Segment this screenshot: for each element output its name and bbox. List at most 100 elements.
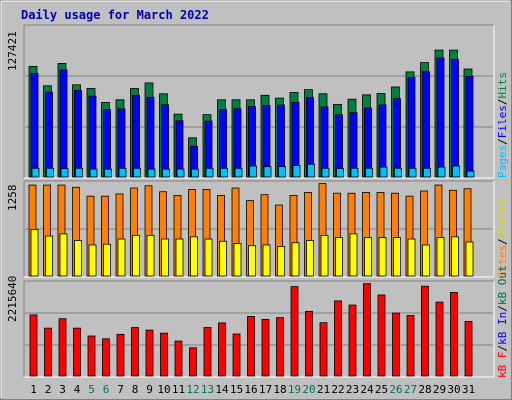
day-label: 8: [132, 383, 139, 396]
kb-bar: [87, 335, 96, 377]
kb-bar: [203, 327, 212, 377]
kb-bar: [348, 304, 357, 377]
visits-bar: [59, 233, 68, 277]
day-label: 26: [389, 383, 402, 396]
files-bar: [335, 114, 343, 178]
pages-bar: [249, 165, 257, 178]
pages-bar: [162, 168, 170, 178]
files-bar: [132, 94, 140, 178]
visits-bar: [407, 238, 416, 277]
files-bar: [378, 104, 387, 178]
pages-bar: [75, 167, 83, 178]
legend-sites: Sites: [496, 245, 509, 278]
files-bar: [277, 104, 285, 178]
visits-bar: [146, 234, 155, 277]
day-label: 10: [157, 383, 170, 396]
files-bar: [103, 109, 111, 178]
pages-bar: [394, 167, 402, 178]
pages-bar: [118, 167, 127, 178]
pages-bar: [321, 167, 330, 178]
files-bar: [161, 104, 169, 178]
kb-bar: [421, 285, 429, 377]
files-bar: [436, 57, 445, 178]
visits-bar: [161, 238, 169, 277]
legend-pages: Pages: [496, 145, 509, 178]
visits-bar: [117, 238, 126, 277]
day-label: 16: [244, 383, 257, 396]
kb-bar: [406, 315, 415, 377]
panel-kb-in-out: [23, 280, 495, 378]
visits-bar: [465, 241, 474, 277]
kb-bar: [232, 333, 241, 377]
files-bar: [233, 108, 242, 178]
kb-bar: [276, 317, 284, 377]
files-bar: [320, 106, 329, 178]
visits-bar: [320, 234, 329, 277]
day-label: 14: [215, 383, 229, 396]
visits-bar: [45, 235, 53, 277]
visits-bar: [30, 229, 39, 277]
pages-bar: [147, 168, 156, 178]
visits-bar: [378, 237, 387, 277]
chart-title: Daily usage for March 2022: [21, 8, 209, 22]
kb-bar: [377, 294, 386, 377]
kb-bar: [290, 286, 299, 377]
day-label: 13: [201, 383, 214, 396]
kb-bar: [319, 322, 328, 377]
legend-visits-sites: Sites/Visits: [496, 199, 509, 279]
day-label: 17: [259, 383, 272, 396]
day-label: 25: [375, 383, 388, 396]
visits-bar: [132, 234, 140, 277]
day-label: 19: [288, 383, 301, 396]
day-label: 30: [447, 383, 460, 396]
visits-bar: [436, 237, 445, 277]
legend-visits: Visits: [496, 199, 509, 239]
files-bar: [88, 95, 97, 178]
files-bar: [465, 75, 474, 178]
day-label: 1: [30, 383, 37, 396]
y-label-sites: 1258: [6, 185, 19, 212]
y-label-hits: 127421: [6, 31, 19, 71]
files-bar: [45, 91, 53, 178]
day-label: 5: [88, 383, 95, 396]
kb-bar: [174, 340, 183, 377]
files-bar: [219, 109, 227, 178]
visits-bar: [190, 236, 198, 277]
files-bar: [364, 107, 372, 178]
visits-bar: [364, 237, 372, 277]
day-label: 31: [462, 383, 475, 396]
pages-bar: [336, 168, 344, 178]
pages-bar: [89, 168, 98, 178]
kb-bar: [363, 283, 371, 377]
kb-bar: [145, 329, 154, 377]
day-label: 28: [418, 383, 431, 396]
pages-bar: [452, 165, 460, 178]
legend-hits: Hits: [496, 72, 509, 99]
files-bar: [117, 108, 126, 178]
day-label: 4: [74, 383, 81, 396]
pages-bar: [365, 167, 373, 178]
pages-bar: [234, 167, 243, 178]
pages-bar: [133, 167, 141, 178]
day-label: 6: [103, 383, 110, 396]
day-label: 9: [146, 383, 153, 396]
legend-files: Files: [496, 105, 509, 138]
visits-bar: [393, 237, 401, 277]
pages-bar: [31, 167, 40, 178]
pages-bar: [408, 167, 417, 178]
visits-bar: [204, 238, 213, 277]
files-bar: [451, 58, 459, 178]
pages-bar: [205, 167, 214, 178]
y-label-kb: 2215640: [6, 276, 19, 322]
pages-bar: [46, 167, 54, 178]
visits-bar: [219, 240, 227, 277]
day-label: 20: [302, 383, 315, 396]
legend-kb-out: kB Out: [496, 265, 509, 305]
visits-bar: [88, 244, 97, 277]
kb-bar: [435, 301, 444, 377]
kb-bar: [116, 333, 125, 377]
legend-kb-f: kB F: [496, 352, 509, 379]
kb-bar: [102, 338, 110, 377]
day-label: 27: [404, 383, 417, 396]
